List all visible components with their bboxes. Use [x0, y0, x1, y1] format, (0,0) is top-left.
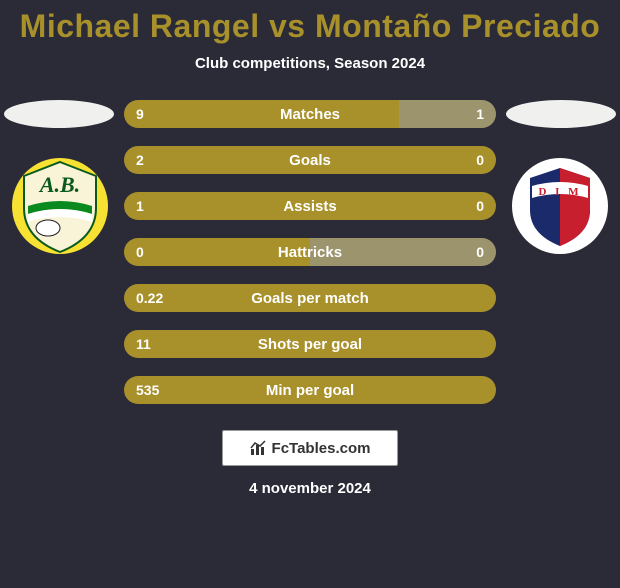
stat-label: Assists [124, 198, 496, 215]
stat-value-right: 0 [476, 152, 484, 168]
stat-label: Goals [124, 152, 496, 169]
stat-label: Min per goal [124, 382, 496, 399]
subtitle: Club competitions, Season 2024 [0, 55, 620, 72]
team-badge-right: D I M [510, 156, 610, 256]
stat-row: Goals per match0.22 [124, 284, 496, 312]
stat-value-left: 0.22 [136, 290, 163, 306]
stat-label: Shots per goal [124, 336, 496, 353]
team-badge-left: A.B. [10, 156, 110, 256]
dim-badge-icon: D I M [510, 156, 610, 256]
logo-text: FcTables.com [272, 440, 371, 457]
player-ellipse-right [506, 100, 616, 128]
svg-text:A.B.: A.B. [38, 172, 80, 197]
svg-text:D I M: D I M [538, 186, 581, 198]
stat-row: Shots per goal11 [124, 330, 496, 358]
page-title: Michael Rangel vs Montaño Preciado [0, 8, 620, 45]
fctables-logo[interactable]: FcTables.com [222, 430, 398, 466]
comparison-panel: A.B. D I M Matches91Goals20Assists10Hatt… [0, 100, 620, 404]
stat-row: Min per goal535 [124, 376, 496, 404]
player-ellipse-left [4, 100, 114, 128]
stat-value-left: 11 [136, 336, 151, 352]
stat-row: Goals2 0 [124, 146, 496, 174]
stat-label: Goals per match [124, 290, 496, 307]
stat-value-right: 1 [476, 106, 484, 122]
chart-icon [250, 440, 268, 456]
stat-bars: Matches91Goals20Assists10Hattricks00Goal… [124, 100, 496, 404]
stat-value-right: 0 [476, 198, 484, 214]
stat-value-left: 535 [136, 382, 159, 398]
stat-value-left: 2 [136, 152, 144, 168]
stat-value-right: 0 [476, 244, 484, 260]
stat-value-left: 0 [136, 244, 144, 260]
stat-value-left: 9 [136, 106, 144, 122]
stat-label: Matches [124, 106, 496, 123]
footer-date: 4 november 2024 [0, 480, 620, 497]
stat-label: Hattricks [124, 244, 496, 261]
stat-row: Assists1 0 [124, 192, 496, 220]
stat-value-left: 1 [136, 198, 144, 214]
stat-row: Hattricks0 0 [124, 238, 496, 266]
stat-row: Matches9 1 [124, 100, 496, 128]
ab-badge-icon: A.B. [10, 156, 110, 256]
